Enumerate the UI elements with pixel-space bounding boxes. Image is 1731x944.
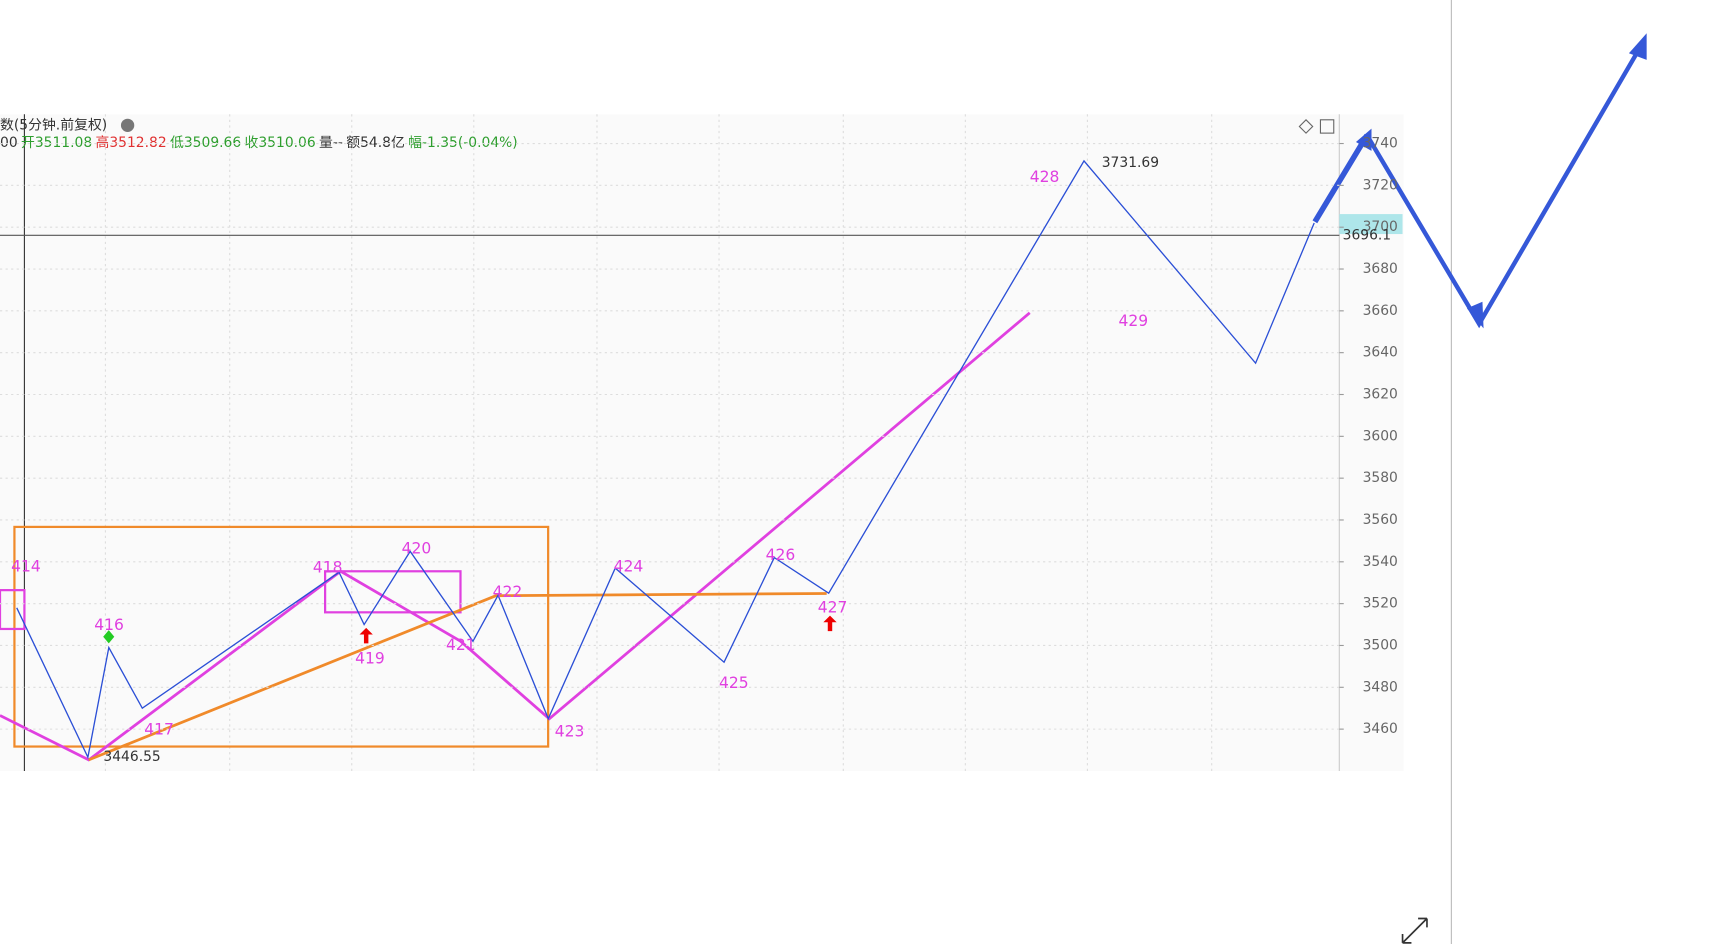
annotations — [0, 33, 1647, 944]
crosshair-label: 3696.1 — [1343, 227, 1392, 243]
wave-label: 416 — [94, 616, 124, 634]
y-tick-label: 3460 — [1363, 721, 1398, 737]
y-tick-label: 3700 — [1363, 219, 1398, 235]
wave-label: 419 — [355, 649, 385, 667]
y-tick-label: 3720 — [1363, 177, 1398, 193]
y-tick-label: 3660 — [1363, 303, 1398, 319]
signal-up — [359, 627, 373, 644]
y-tick-label: 3540 — [1363, 554, 1398, 570]
quote-line: 00 开3511.08 高3512.82 低3509.66 收3510.06 量-- 额54… — [0, 134, 518, 151]
wave-label: 414 — [11, 557, 41, 575]
wave-label: 417 — [144, 720, 174, 738]
signal-up — [823, 615, 837, 632]
y-tick-label: 3680 — [1363, 261, 1398, 277]
y-tick-label: 3640 — [1363, 345, 1398, 361]
y-tick-label: 3740 — [1363, 136, 1398, 152]
wave-label: 429 — [1118, 312, 1148, 330]
wave-label: 427 — [818, 598, 848, 616]
quote-item: 收3510.06 — [245, 135, 316, 151]
quote-item: 幅-1.35(-0.04%) — [408, 135, 518, 151]
wave-label: 422 — [493, 583, 523, 601]
y-tick-label: 3560 — [1363, 512, 1398, 528]
y-tick-label: 3600 — [1363, 428, 1398, 444]
crosshair-box — [1339, 214, 1403, 235]
y-tick-label: 3520 — [1363, 596, 1398, 612]
quote-item: 00 — [0, 135, 18, 151]
wave-label: 424 — [614, 557, 644, 575]
quote-item: 量-- — [319, 135, 343, 151]
wave-label: 421 — [446, 636, 476, 654]
y-tick-label: 3580 — [1363, 470, 1398, 486]
wave-label: 426 — [766, 546, 796, 564]
signal-green — [103, 630, 115, 644]
zigzag-line — [16, 159, 1315, 760]
quote-item: 额54.8亿 — [346, 135, 405, 151]
quote-item: 高3512.82 — [95, 134, 166, 151]
wave-label: 418 — [313, 558, 343, 576]
wave-label: 420 — [402, 540, 432, 558]
low-label: 3446.55 — [103, 749, 160, 765]
wave-label: 423 — [555, 723, 585, 741]
chart-area — [0, 114, 1404, 771]
y-tick-label: 3500 — [1363, 637, 1398, 653]
wave-label: 425 — [719, 674, 749, 692]
wave-label: 428 — [1030, 168, 1060, 186]
chart-title: 数(5分钟.前复权) — [0, 116, 107, 133]
info-icon[interactable] — [120, 118, 135, 133]
high-label: 3731.69 — [1102, 155, 1159, 171]
y-tick-label: 3620 — [1363, 387, 1398, 403]
y-tick-label: 3480 — [1363, 679, 1398, 695]
v-grid — [104, 114, 1213, 771]
